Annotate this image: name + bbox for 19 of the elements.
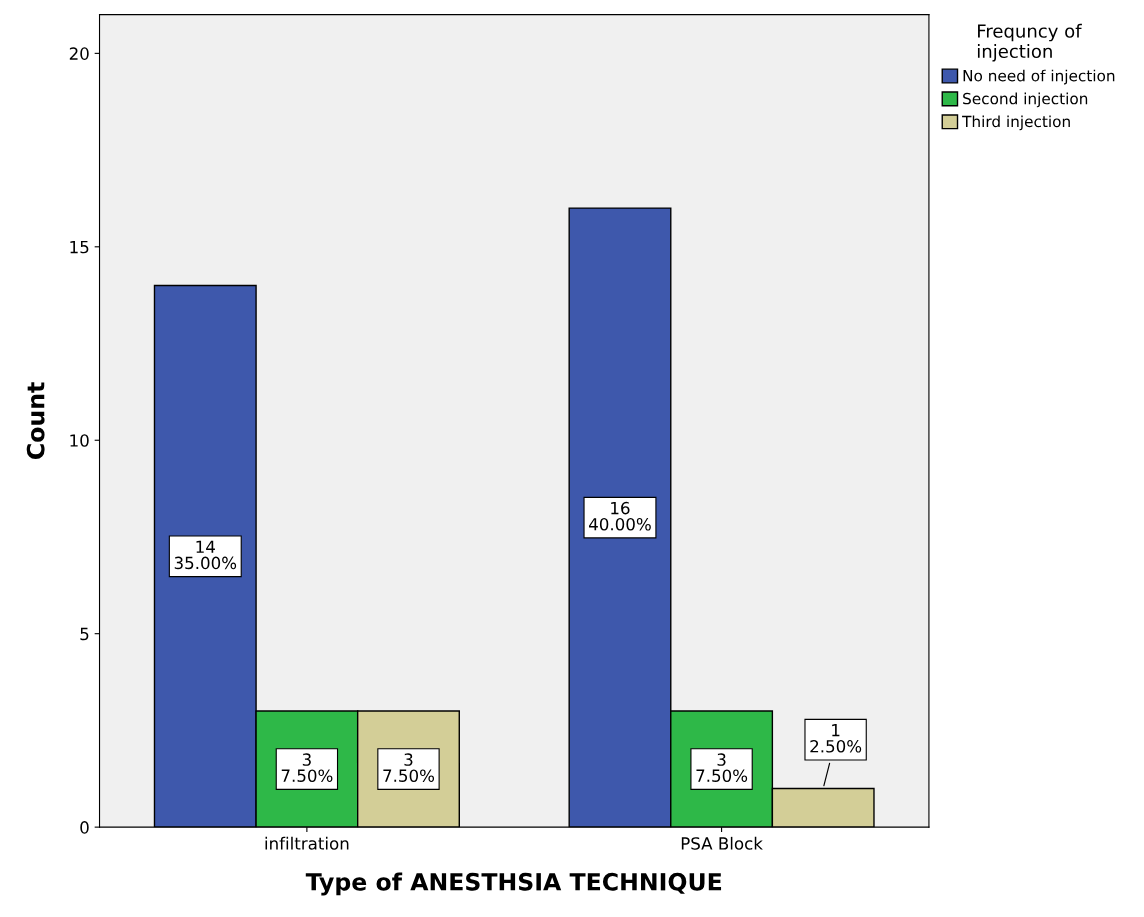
- x-tick-label: PSA Block: [681, 836, 763, 850]
- y-tick-label: 15: [70, 240, 89, 254]
- data-label: 3 7.50%: [383, 753, 435, 782]
- y-axis-title: Count: [26, 382, 45, 459]
- data-label: 16 40.00%: [589, 501, 651, 531]
- y-tick-label: 10: [70, 434, 89, 447]
- x-axis-title: Type of ANESTHSIA TECHNIQUE: [305, 872, 722, 896]
- data-label: 3 7.50%: [696, 753, 748, 782]
- data-label: 1 2.50%: [810, 724, 862, 753]
- legend-title: Frequncy of injection: [977, 23, 1082, 62]
- legend-label: No need of injection: [963, 69, 1115, 85]
- data-label: 3 7.50%: [281, 753, 333, 782]
- x-tick-label: infiltration: [265, 836, 349, 850]
- y-tick-label: 0: [80, 821, 89, 834]
- data-label: 14 35.00%: [174, 540, 237, 570]
- y-tick-label: 20: [69, 47, 89, 60]
- legend-label: Third injection: [962, 115, 1070, 131]
- y-tick-label: 5: [80, 627, 89, 641]
- legend-label: Second injection: [963, 92, 1088, 108]
